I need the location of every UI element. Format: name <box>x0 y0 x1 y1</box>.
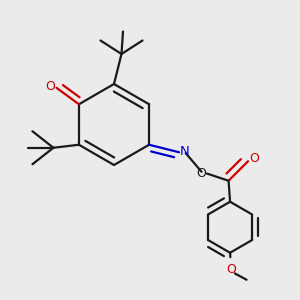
Text: O: O <box>196 167 206 180</box>
Text: O: O <box>45 80 55 93</box>
Text: O: O <box>226 263 236 276</box>
Text: N: N <box>179 145 189 158</box>
Text: O: O <box>249 152 259 165</box>
